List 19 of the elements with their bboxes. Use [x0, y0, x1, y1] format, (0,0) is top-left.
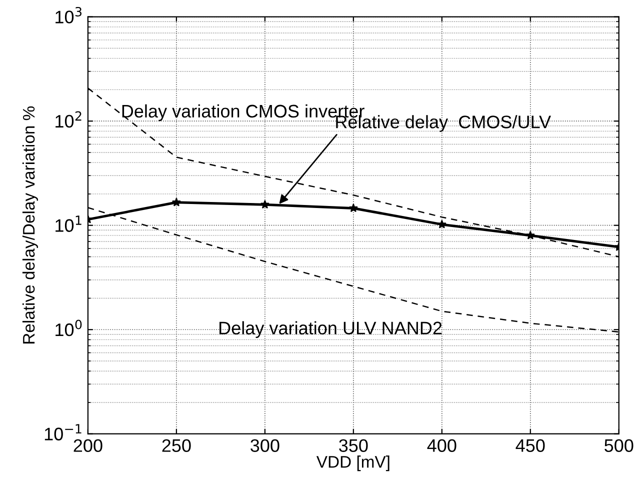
y-tick-label: 10$^{3}$ [56, 6, 82, 24]
x-tick-label: 200 [74, 439, 102, 452]
y-tick-label: 10$^{1}$ [56, 216, 82, 232]
y-tick-label: 10$^{0}$ [56, 320, 82, 336]
x-axis-title: VDD [mV] [316, 456, 390, 472]
point [172, 198, 181, 206]
y-axis-title: Relative delay/Delay variation % [22, 106, 38, 344]
point [260, 200, 270, 209]
y-tick-label: 10$^{−1}$ [44, 424, 82, 440]
x-tick-label: 350 [339, 439, 368, 452]
x-tick-label: 450 [516, 439, 545, 452]
x-tick-label: 250 [162, 439, 191, 452]
x-tick-label: 400 [427, 439, 456, 452]
y-tick-label: 10$^{2}$ [56, 111, 82, 128]
x-tick-label: 500 [604, 439, 634, 452]
x-tick-label: 300 [250, 439, 280, 452]
annotation: Delay variation ULV NAND2 [220, 321, 442, 338]
point [437, 220, 446, 228]
point [348, 203, 358, 212]
